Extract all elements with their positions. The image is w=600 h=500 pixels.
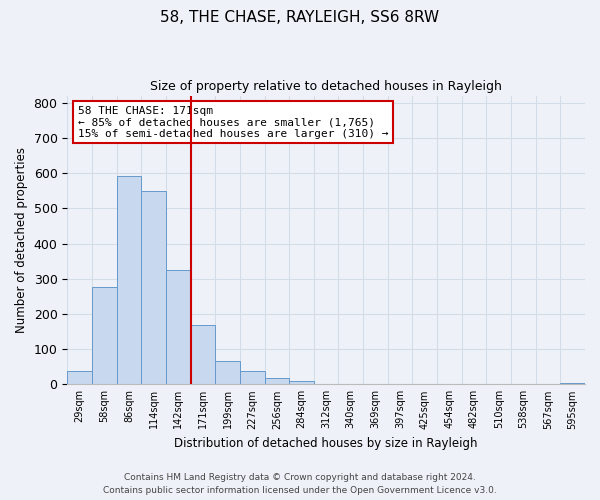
Text: 58 THE CHASE: 171sqm
← 85% of detached houses are smaller (1,765)
15% of semi-de: 58 THE CHASE: 171sqm ← 85% of detached h… — [77, 106, 388, 139]
X-axis label: Distribution of detached houses by size in Rayleigh: Distribution of detached houses by size … — [175, 437, 478, 450]
Bar — [289, 381, 314, 384]
Bar — [166, 270, 191, 384]
Bar — [141, 191, 166, 384]
Title: Size of property relative to detached houses in Rayleigh: Size of property relative to detached ho… — [150, 80, 502, 93]
Bar — [191, 324, 215, 384]
Bar — [265, 378, 289, 384]
Bar — [215, 361, 240, 384]
Y-axis label: Number of detached properties: Number of detached properties — [15, 147, 28, 333]
Text: 58, THE CHASE, RAYLEIGH, SS6 8RW: 58, THE CHASE, RAYLEIGH, SS6 8RW — [160, 10, 440, 25]
Bar — [67, 371, 92, 384]
Bar — [92, 286, 116, 384]
Bar — [240, 371, 265, 384]
Bar — [560, 382, 585, 384]
Text: Contains HM Land Registry data © Crown copyright and database right 2024.
Contai: Contains HM Land Registry data © Crown c… — [103, 473, 497, 495]
Bar — [116, 176, 141, 384]
